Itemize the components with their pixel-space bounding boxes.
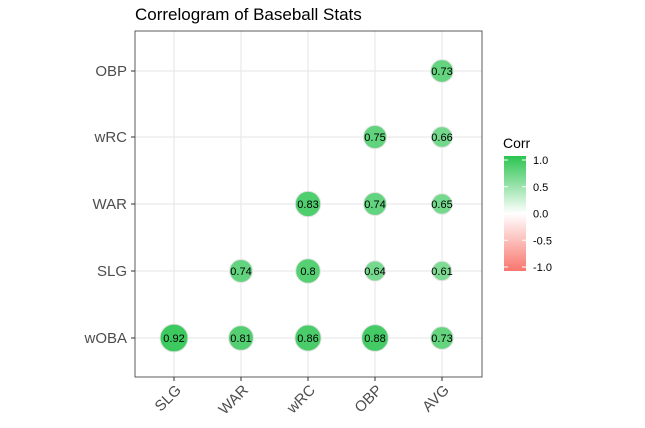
corr-circle bbox=[363, 192, 387, 216]
corr-point-war-avg: 0.65 bbox=[431, 193, 453, 215]
x-tick-label-obp: OBP bbox=[351, 382, 385, 416]
corr-circle bbox=[294, 190, 322, 218]
corr-circle bbox=[364, 260, 386, 282]
y-tick-label-wrc: wRC bbox=[94, 129, 128, 146]
corr-point-woba-war: 0.81 bbox=[228, 325, 254, 351]
corr-value-label: 0.8 bbox=[300, 266, 315, 278]
x-tick-label-wrc: wRC bbox=[283, 382, 319, 418]
legend-colorbar bbox=[504, 156, 526, 271]
corr-point-slg-obp: 0.64 bbox=[364, 260, 386, 282]
corr-point-wrc-obp: 0.75 bbox=[362, 124, 388, 150]
chart-title: Correlogram of Baseball Stats bbox=[135, 5, 362, 24]
corr-circle bbox=[430, 59, 454, 83]
y-tick-label-obp: OBP bbox=[95, 63, 127, 80]
corr-value-label: 0.73 bbox=[431, 66, 452, 78]
corr-circle bbox=[431, 260, 453, 282]
legend: Corr 1.0 0.5 0.0 -0.5 -1.0 bbox=[503, 135, 552, 274]
corr-point-slg-wrc: 0.8 bbox=[295, 258, 321, 284]
x-tick-label-avg: AVG bbox=[419, 382, 453, 416]
corr-value-label: 0.73 bbox=[431, 333, 452, 345]
corr-circle bbox=[229, 259, 253, 283]
corr-point-obp-avg: 0.73 bbox=[430, 59, 454, 83]
y-tick-label-woba: wOBA bbox=[83, 330, 127, 347]
corr-value-label: 0.83 bbox=[297, 199, 318, 211]
x-tick-label-war: WAR bbox=[215, 382, 251, 418]
corr-value-label: 0.74 bbox=[230, 266, 251, 278]
corr-value-label: 0.92 bbox=[163, 333, 184, 345]
legend-tick-label: -1.0 bbox=[533, 262, 552, 274]
corr-value-label: 0.86 bbox=[297, 333, 318, 345]
corr-circle bbox=[228, 325, 254, 351]
corr-circle bbox=[295, 258, 321, 284]
corr-circle bbox=[430, 326, 454, 350]
corr-value-label: 0.64 bbox=[364, 266, 385, 278]
legend-tick-label: -0.5 bbox=[533, 235, 552, 247]
corr-point-woba-slg: 0.92 bbox=[159, 323, 189, 353]
corr-value-label: 0.61 bbox=[431, 266, 452, 278]
legend-title: Corr bbox=[503, 135, 531, 151]
points-layer: 0.92 0.81 0.86 0.88 0.73 0.74 0.8 0.64 0.61 0.83 0… bbox=[159, 59, 454, 353]
corr-point-war-obp: 0.74 bbox=[363, 192, 387, 216]
legend-tick-label: 0.0 bbox=[533, 209, 548, 221]
y-tick-label-war: WAR bbox=[93, 196, 128, 213]
corr-circle bbox=[159, 323, 189, 353]
corr-circle bbox=[431, 193, 453, 215]
corr-circle bbox=[294, 324, 322, 352]
corr-value-label: 0.74 bbox=[364, 199, 385, 211]
corr-point-woba-avg: 0.73 bbox=[430, 326, 454, 350]
corr-value-label: 0.65 bbox=[431, 199, 452, 211]
corr-point-woba-obp: 0.88 bbox=[361, 324, 389, 352]
y-tick-label-slg: SLG bbox=[97, 263, 127, 280]
corr-point-wrc-avg: 0.66 bbox=[431, 126, 453, 148]
legend-tick-label: 0.5 bbox=[533, 182, 548, 194]
corr-value-label: 0.81 bbox=[230, 333, 251, 345]
corr-point-slg-avg: 0.61 bbox=[431, 260, 453, 282]
corr-value-label: 0.88 bbox=[364, 333, 385, 345]
corr-value-label: 0.66 bbox=[431, 132, 452, 144]
x-tick-label-slg: SLG bbox=[152, 382, 185, 415]
corr-point-slg-war: 0.74 bbox=[229, 259, 253, 283]
corr-value-label: 0.75 bbox=[364, 132, 385, 144]
corr-point-woba-wrc: 0.86 bbox=[294, 324, 322, 352]
axis-layer: wOBA SLG WAR wRC OBP SLG WAR wRC OBP AVG bbox=[83, 63, 452, 418]
legend-tick-label: 1.0 bbox=[533, 155, 548, 167]
corr-circle bbox=[361, 324, 389, 352]
corr-circle bbox=[362, 124, 388, 150]
corr-point-war-wrc: 0.83 bbox=[294, 190, 322, 218]
corr-circle bbox=[431, 126, 453, 148]
